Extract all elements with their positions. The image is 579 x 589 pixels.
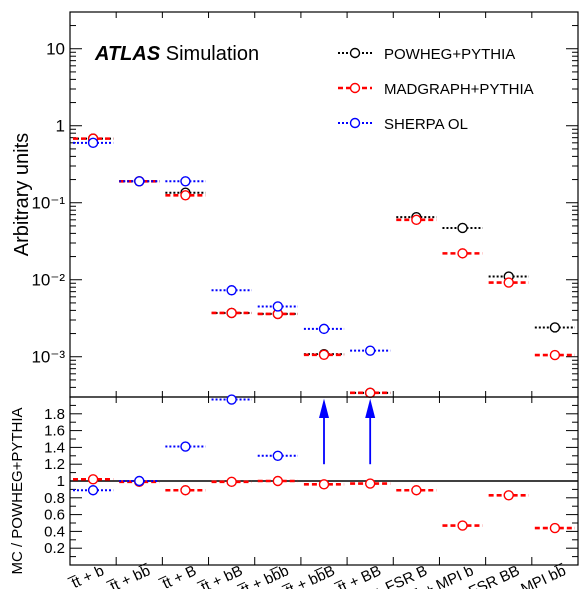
atlas-label-experiment: ATLAS <box>94 43 161 65</box>
legend-marker <box>349 47 361 59</box>
main-panel: 10 1 10⁻¹ 10⁻² 10⁻³ Arbitrary units ATLAS Simu… <box>11 11 579 399</box>
off-scale-arrow <box>365 398 376 465</box>
data-point <box>180 190 191 201</box>
ratio-point <box>318 479 330 490</box>
y-tick-label: 10 <box>46 40 65 59</box>
ratio-point <box>180 441 191 452</box>
series-madgraph-pythia <box>73 133 575 399</box>
y-tick-label: 1.2 <box>44 456 65 473</box>
main-plot-frame <box>69 11 579 398</box>
atlas-label-simulation: Simulation <box>160 43 259 65</box>
legend: POWHEG+PYTHIA MADGRAPH+PYTHIA SHERPA OL <box>338 46 534 133</box>
data-point <box>134 176 145 187</box>
ratio-point <box>364 478 376 489</box>
x-tick-label: t̅t + bB <box>196 562 246 589</box>
ratio-point <box>87 474 99 485</box>
y-tick-label: 1.8 <box>44 406 65 423</box>
y-tick-label: 0.4 <box>44 523 65 540</box>
arrow-head <box>365 398 376 418</box>
y-tick-label: 10⁻¹ <box>31 194 65 213</box>
x-tick-label: t̅t + B <box>157 562 199 589</box>
y-tick-label: 10⁻² <box>31 271 65 290</box>
ratio-point <box>226 476 237 488</box>
ratio-y-axis-label: MC / POWHEG+PYTHIA <box>9 407 26 574</box>
data-point <box>457 248 468 259</box>
ratio-point <box>503 490 514 501</box>
series-sherpa-ol <box>73 137 391 356</box>
legend-marker <box>349 117 361 129</box>
data-point <box>318 349 330 360</box>
x-tick-label: t̅t + bb̅ <box>105 562 154 589</box>
data-point <box>226 307 237 319</box>
y-tick-label: 1 <box>57 473 65 490</box>
data-point <box>87 137 99 149</box>
legend-entry: SHERPA OL <box>384 116 468 133</box>
ratio-point <box>226 394 237 405</box>
y-tick-label: 0.2 <box>44 540 65 557</box>
y-tick-label: 0.6 <box>44 507 65 524</box>
data-point <box>549 349 561 361</box>
ratio-panel: 0.20.40.60.811.21.41.61.8 MC / POWHEG+PYT… <box>9 394 579 575</box>
data-point <box>272 301 284 312</box>
ratio-point <box>134 475 145 487</box>
legend-marker <box>349 82 361 94</box>
data-point <box>457 222 468 234</box>
ratio-point <box>272 475 284 487</box>
ratio-point <box>87 485 99 496</box>
y-tick-label: 1.4 <box>44 439 65 456</box>
data-point <box>180 176 191 187</box>
y-tick-label: 10⁻³ <box>31 348 65 367</box>
data-point <box>364 345 376 356</box>
arrow-head <box>319 398 329 418</box>
data-point <box>226 285 237 296</box>
data-point <box>411 214 422 226</box>
data-point <box>364 387 376 399</box>
x-tick-label: t̅t + b <box>66 562 107 589</box>
off-scale-arrow <box>319 398 329 465</box>
data-point <box>318 323 330 335</box>
ratio-point <box>411 485 422 496</box>
legend-entry: MADGRAPH+PYTHIA <box>384 81 534 98</box>
data-point <box>549 322 561 333</box>
ratio-point <box>549 522 561 534</box>
y-tick-label: 1 <box>56 117 65 136</box>
data-point <box>503 277 514 288</box>
y-axis-label: Arbitrary units <box>11 133 33 256</box>
ratio-point <box>272 450 284 461</box>
ratio-point <box>457 520 468 531</box>
y-tick-label: 0.8 <box>44 490 65 507</box>
y-tick-label: 1.6 <box>44 423 65 440</box>
atlas-label: ATLAS Simulation <box>94 43 259 65</box>
ratio-series-madgraph-pythia <box>73 474 575 534</box>
legend-entry: POWHEG+PYTHIA <box>384 46 515 63</box>
ratio-point <box>180 485 191 496</box>
ratio-series-sherpa-ol <box>73 394 298 496</box>
